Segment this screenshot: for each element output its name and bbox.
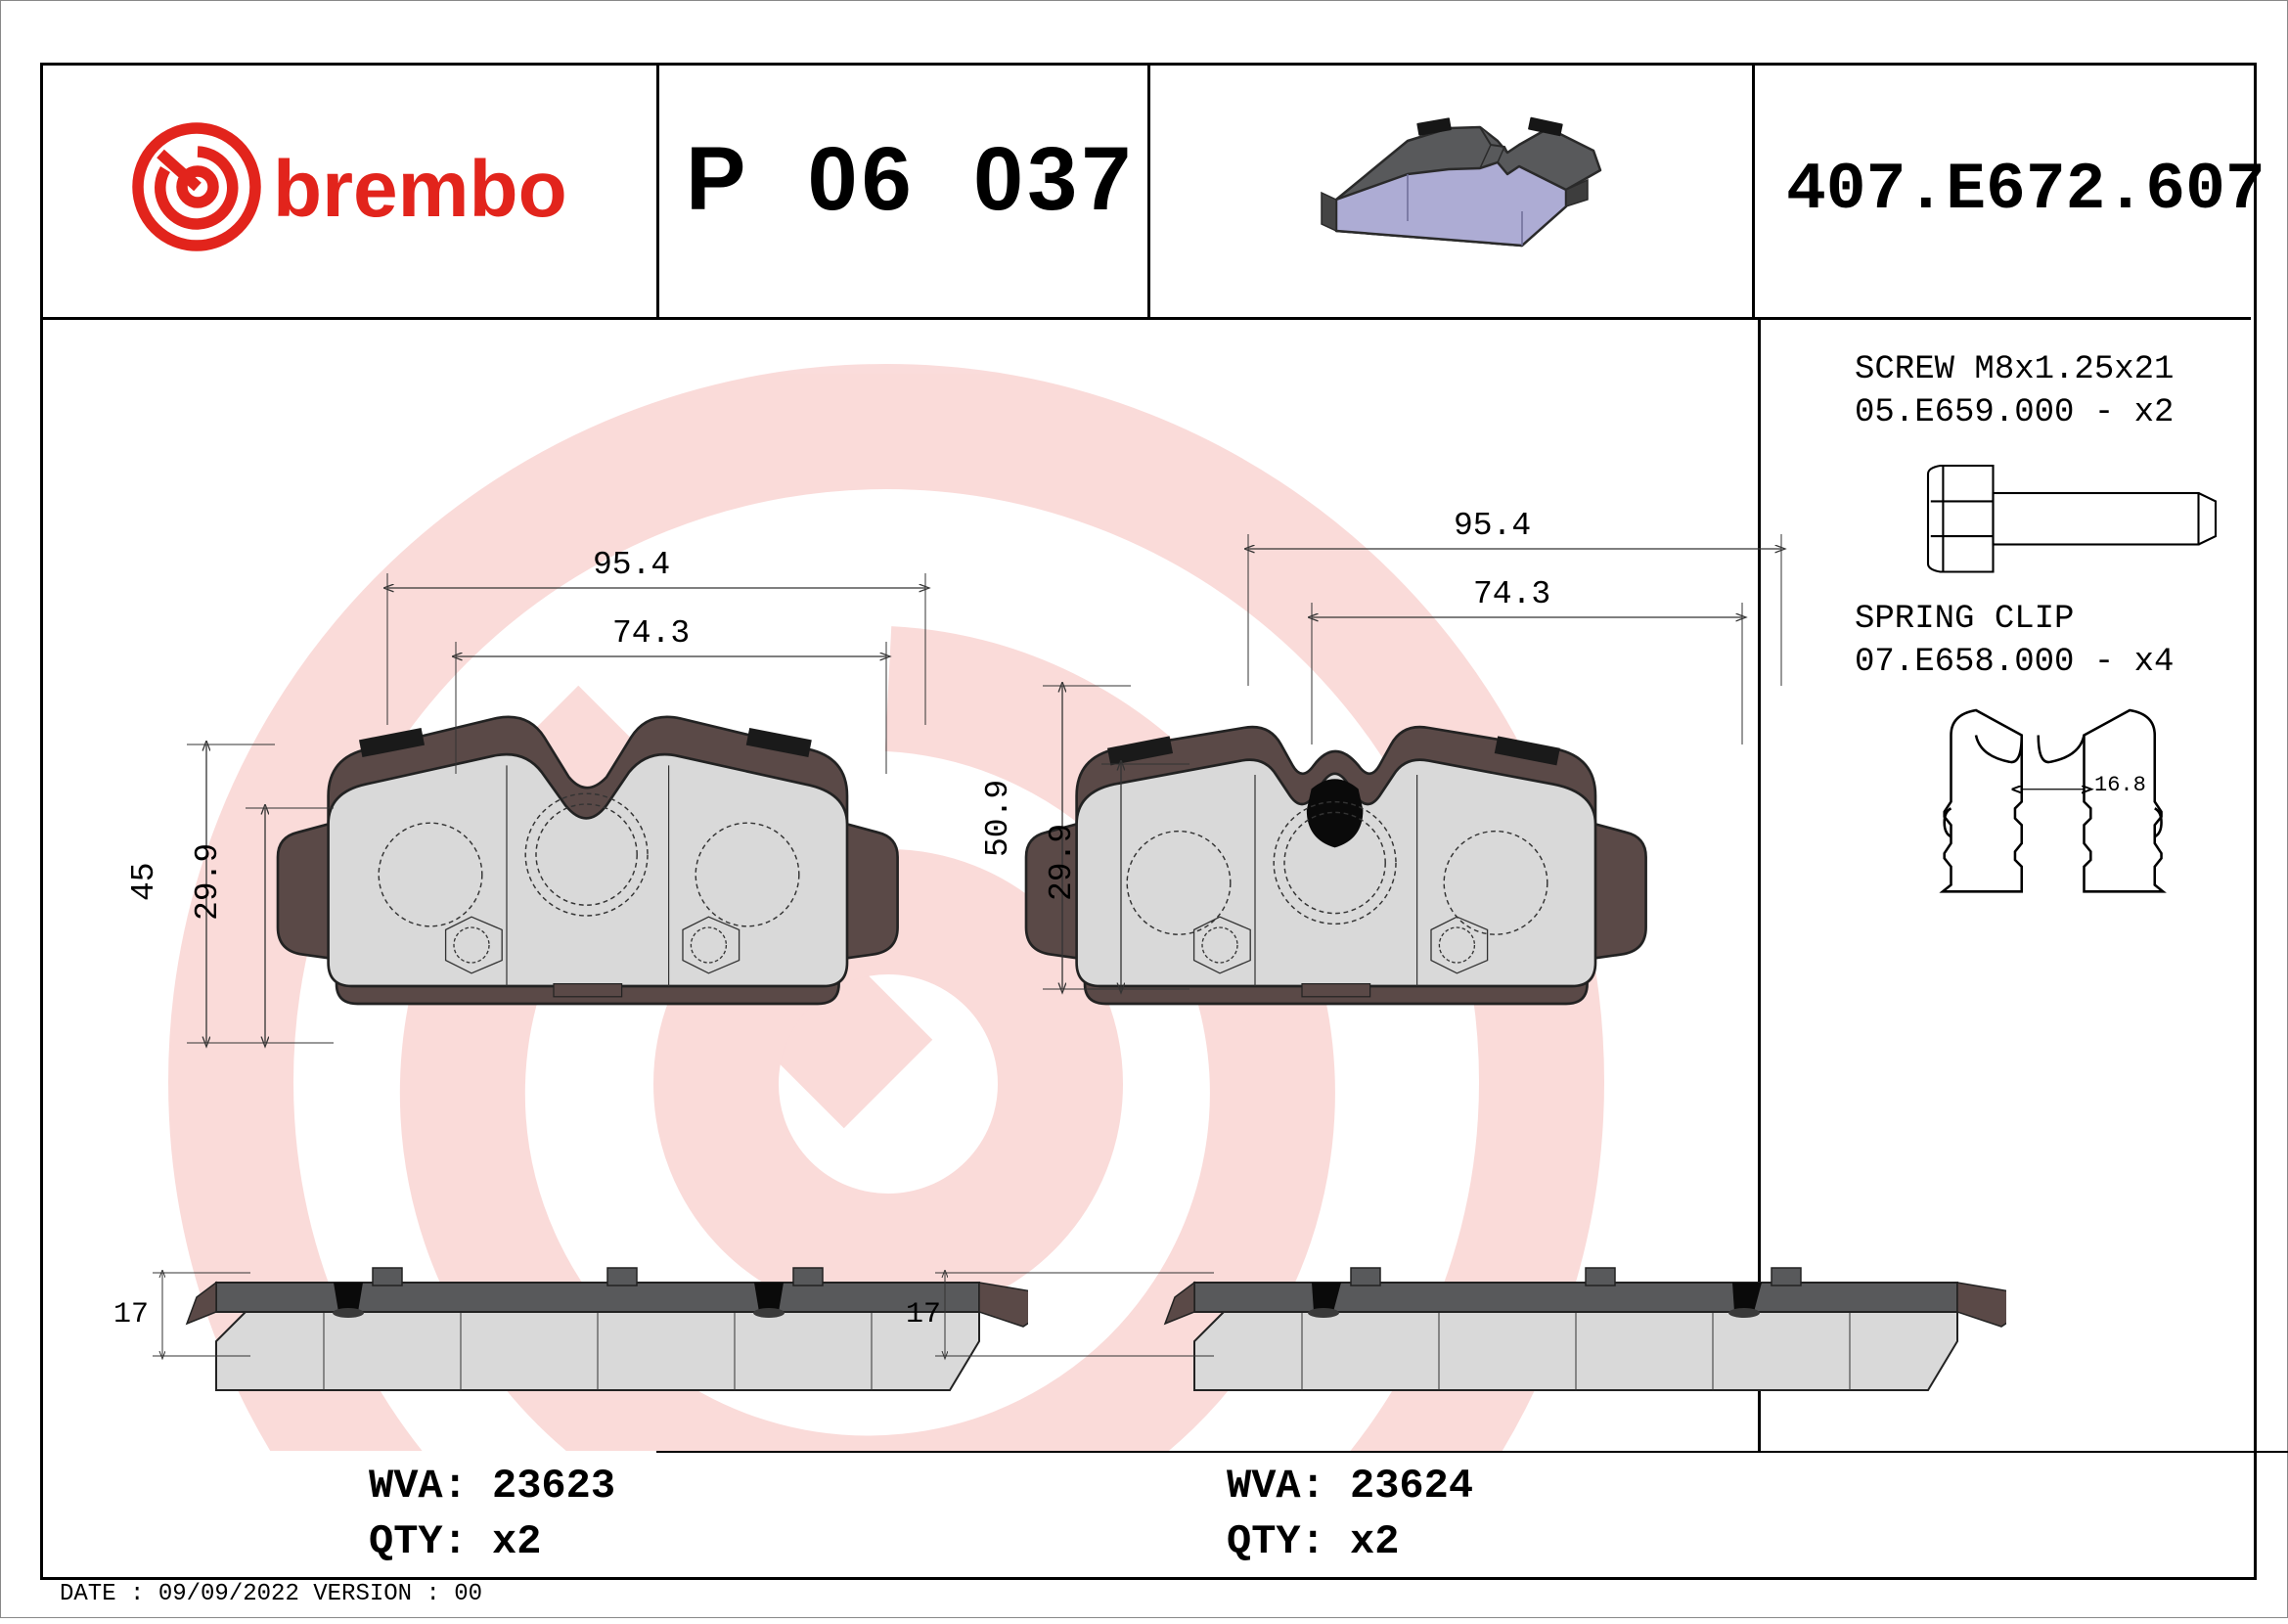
svg-text:brembo: brembo [273,145,567,234]
svg-text:16.8: 16.8 [2094,773,2146,797]
